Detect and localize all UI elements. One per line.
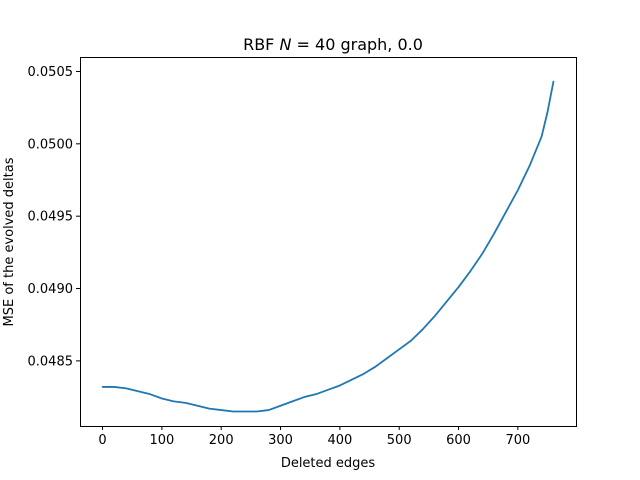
x-tick-label: 700	[505, 433, 530, 448]
y-axis: 0.0485 0.0490 0.0495 0.0500 0.0505	[28, 65, 80, 369]
y-tick-label: 0.0495	[28, 210, 74, 225]
x-axis-label: Deleted edges	[281, 456, 376, 471]
axes-frame	[80, 57, 577, 427]
x-axis: 0 100 200 300 400 500 600 700	[98, 426, 530, 448]
x-tick-label: 100	[149, 433, 174, 448]
y-tick-label: 0.0500	[28, 137, 74, 152]
x-tick-label: 0	[98, 433, 106, 448]
x-tick-label: 400	[327, 433, 352, 448]
x-tick-label: 500	[387, 433, 412, 448]
plot-area	[101, 80, 555, 413]
y-axis-label: MSE of the evolved deltas	[2, 157, 17, 326]
y-tick-label: 0.0490	[28, 282, 74, 297]
series-line	[101, 80, 555, 413]
y-tick-label: 0.0485	[28, 354, 74, 369]
y-tick-label: 0.0505	[28, 65, 74, 80]
x-tick-label: 600	[446, 433, 471, 448]
x-tick-label: 300	[268, 433, 293, 448]
x-tick-label: 200	[209, 433, 234, 448]
chart-title: RBF N = 40 graph, 0.0	[243, 35, 423, 54]
